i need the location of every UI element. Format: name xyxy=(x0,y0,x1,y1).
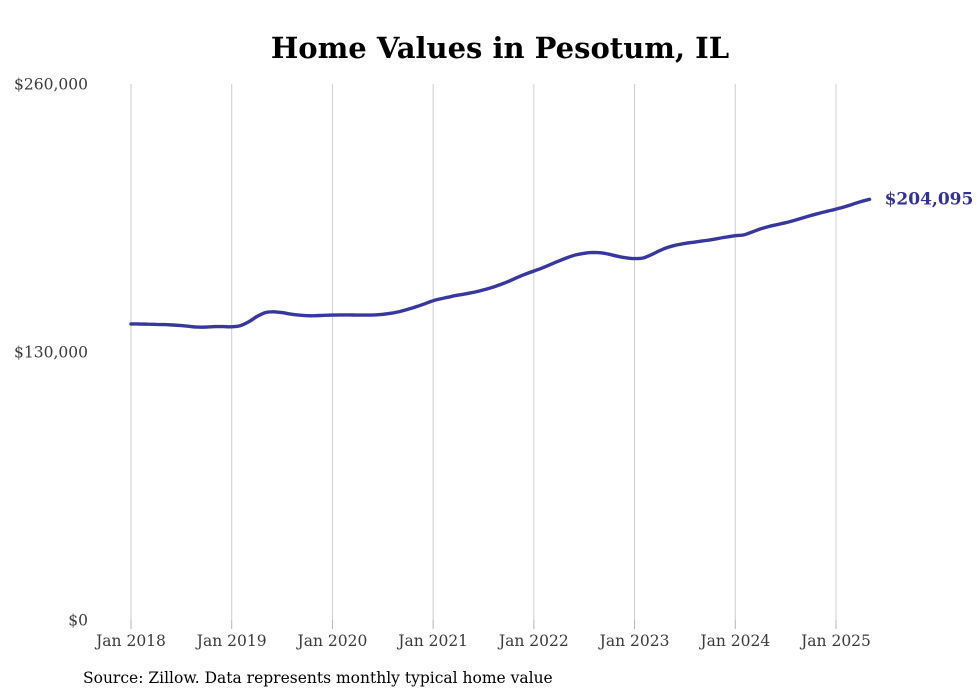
x-axis-tick-label: Jan 2019 xyxy=(195,632,267,650)
y-axis-tick-label: $0 xyxy=(68,612,88,630)
x-axis-tick-label: Jan 2018 xyxy=(94,632,166,650)
source-note: Source: Zillow. Data represents monthly … xyxy=(83,669,553,687)
x-axis-tick-label: Jan 2020 xyxy=(296,632,368,650)
gridlines-layer xyxy=(130,84,837,620)
x-axis-tick-label: Jan 2023 xyxy=(598,632,670,650)
home-value-line xyxy=(129,197,872,329)
latest-value-label: $204,095 xyxy=(885,189,974,209)
x-axis-tick-label: Jan 2024 xyxy=(698,632,770,650)
y-axis-labels: $0 $130,000 $260,000 xyxy=(14,76,88,630)
x-axis-tick-label: Jan 2025 xyxy=(799,632,871,650)
x-axis-labels: Jan 2018 Jan 2019 Jan 2020 Jan 2021 Jan 2022… xyxy=(94,632,871,650)
y-axis-tick-label: $260,000 xyxy=(14,76,88,94)
chart-title: Home Values in Pesotum, IL xyxy=(271,31,729,65)
x-axis-tick-label: Jan 2022 xyxy=(497,632,569,650)
x-axis-tick-label: Jan 2021 xyxy=(396,632,468,650)
axis-ticks-layer xyxy=(130,620,837,629)
y-axis-tick-label: $130,000 xyxy=(14,344,88,362)
